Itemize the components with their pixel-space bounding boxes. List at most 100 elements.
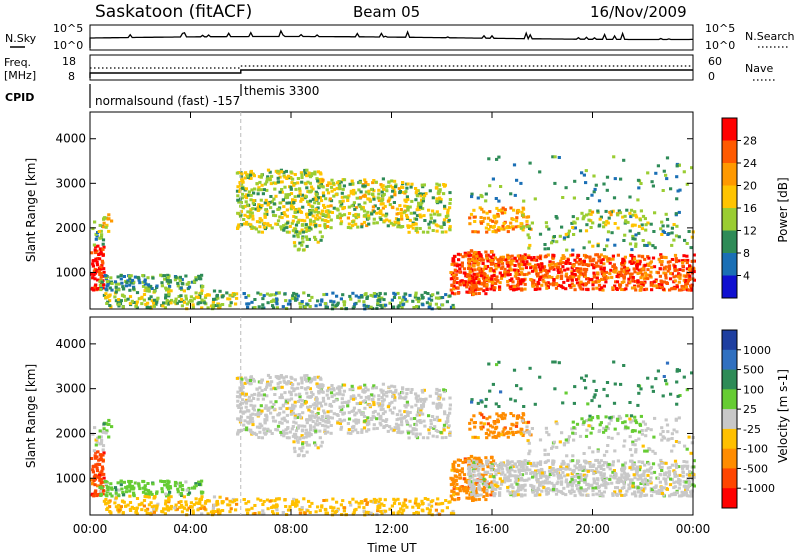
power-cell (472, 289, 476, 293)
power-cell (586, 264, 590, 268)
velocity-cell (460, 470, 464, 474)
velocity-cell (291, 411, 295, 415)
power-cell (624, 267, 628, 271)
velocity-cell (124, 490, 128, 494)
power-cell (588, 256, 592, 260)
power-cell (257, 175, 261, 179)
power-cell (300, 180, 304, 184)
power-cell (260, 183, 264, 187)
velocity-cell (252, 397, 256, 400)
power-cell (489, 255, 493, 259)
velocity-cell (262, 393, 266, 397)
power-cell (102, 245, 106, 249)
power-cell (331, 291, 335, 295)
power-cell (650, 180, 654, 184)
velocity-cell (401, 386, 405, 390)
power-cell (169, 301, 173, 305)
velocity-cell (356, 418, 361, 422)
power-cell (236, 224, 241, 228)
power-cell (554, 286, 559, 290)
power-cell (286, 221, 290, 225)
power-cell (179, 294, 183, 298)
power-cell (435, 200, 439, 203)
power-cell (529, 278, 533, 281)
power-cell (653, 211, 657, 215)
power-cell (248, 210, 252, 214)
power-cell (587, 212, 591, 216)
power-cell (462, 267, 467, 271)
power-cell (673, 269, 677, 273)
power-cell (264, 198, 268, 202)
power-cell (164, 293, 168, 297)
power-cell (572, 284, 576, 288)
power-cell (481, 275, 485, 279)
velocity-cell (130, 505, 134, 509)
velocity-cell (634, 494, 638, 498)
power-cell (665, 177, 669, 181)
power-cell (613, 243, 617, 247)
velocity-cell (366, 416, 370, 420)
velocity-cell (247, 428, 251, 432)
power-cell (347, 212, 352, 215)
power-cell (363, 184, 367, 188)
velocity-cell (260, 424, 264, 428)
power-cell (132, 285, 136, 289)
velocity-cell (381, 412, 385, 416)
power-cell (669, 187, 673, 191)
velocity-cell (481, 475, 485, 479)
velocity-cell (129, 487, 133, 491)
power-cell (621, 257, 625, 261)
power-cell (675, 224, 679, 228)
power-cell (278, 190, 282, 194)
power-cell (458, 267, 462, 271)
velocity-cell (126, 485, 130, 489)
power-cell (514, 219, 519, 223)
power-cell (646, 171, 650, 175)
power-cell (605, 219, 609, 223)
power-cell (325, 183, 330, 187)
velocity-cell (119, 479, 123, 483)
power-cell (541, 268, 545, 272)
velocity-cell (554, 468, 558, 472)
velocity-cell (581, 468, 585, 472)
power-cell (270, 200, 274, 204)
power-cell (527, 271, 531, 275)
velocity-cell (414, 428, 418, 432)
power-cell (624, 287, 628, 291)
power-cell (253, 298, 257, 301)
power-cell (638, 218, 643, 222)
power-cell (363, 293, 367, 297)
power-cell (612, 155, 616, 159)
velocity-cell (292, 502, 296, 506)
power-cell (419, 205, 423, 209)
power-cell (329, 299, 333, 303)
power-cell (472, 272, 476, 276)
velocity-cell (309, 426, 313, 430)
power-cell (531, 281, 535, 285)
power-cell (481, 220, 485, 223)
power-cell (685, 279, 689, 283)
power-cell (500, 257, 504, 261)
power-cell (396, 218, 400, 222)
power-cell (566, 235, 570, 239)
velocity-cell (668, 466, 672, 469)
velocity-cell (285, 436, 289, 440)
power-cell (182, 289, 186, 293)
power-cell (636, 198, 640, 202)
velocity-cell (340, 407, 344, 411)
power-cell (185, 302, 189, 306)
power-cell (652, 280, 656, 284)
power-cell (640, 255, 645, 259)
velocity-cell (520, 478, 524, 482)
velocity-cell (256, 397, 260, 401)
power-cell (421, 230, 426, 234)
velocity-cell (622, 471, 627, 475)
power-cell (510, 277, 514, 281)
velocity-cell (386, 429, 390, 433)
velocity-cell (612, 469, 616, 472)
velocity-cell (286, 398, 291, 402)
power-cell (294, 223, 299, 227)
velocity-cell (353, 396, 357, 400)
power-cell (596, 271, 600, 275)
velocity-cell (436, 430, 440, 433)
